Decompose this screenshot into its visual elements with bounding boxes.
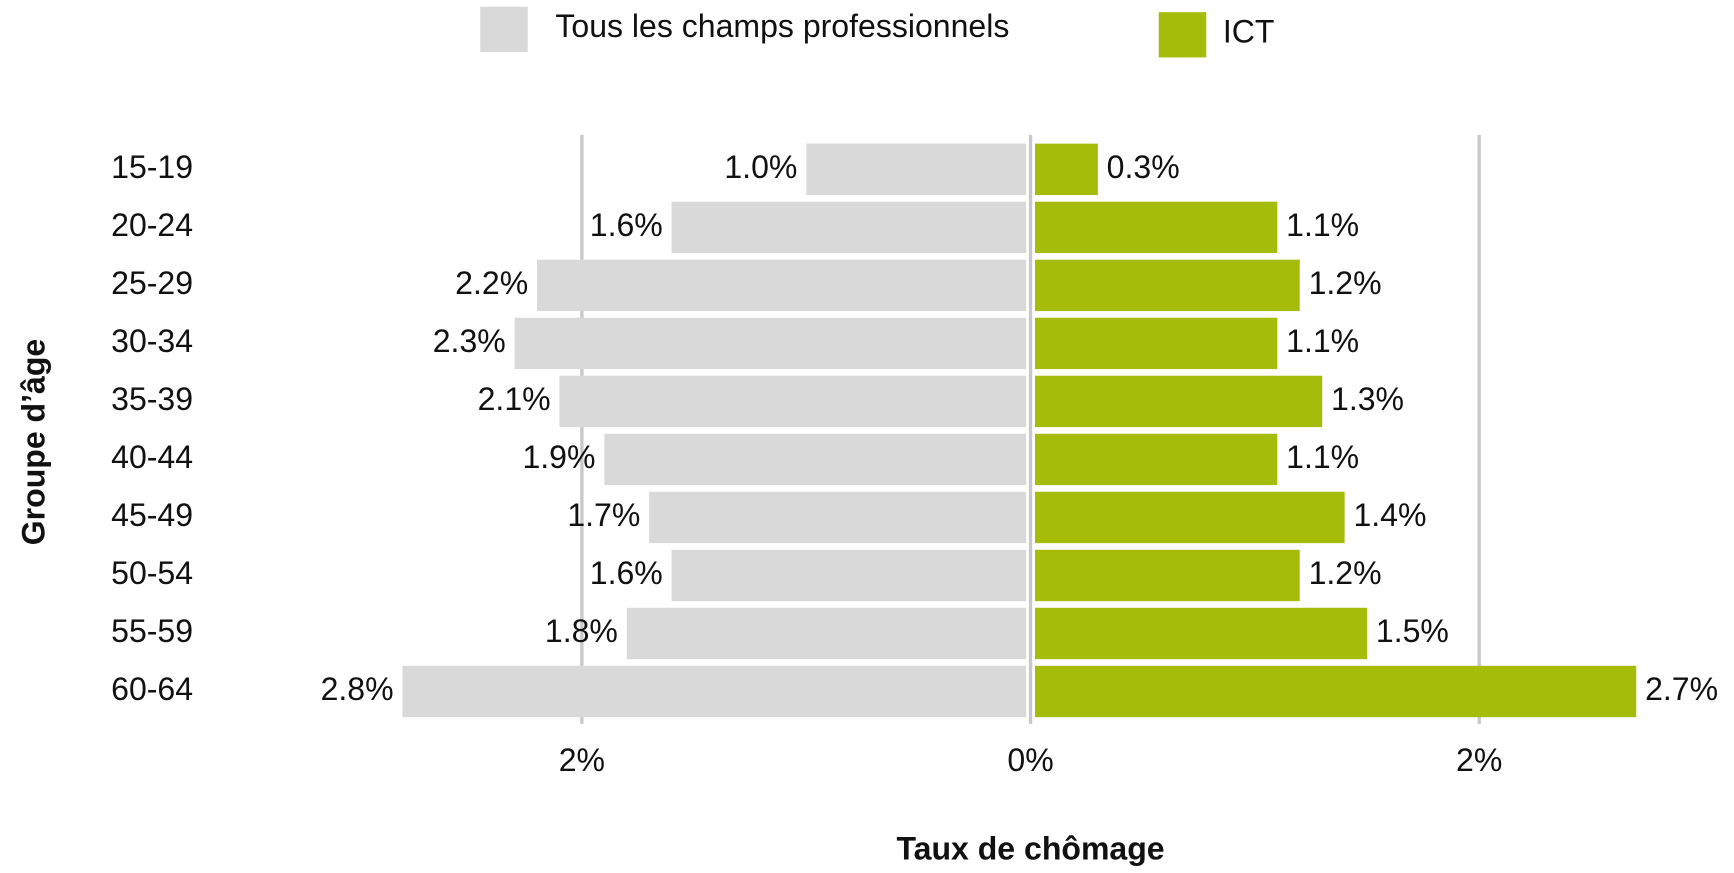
x-tick-label: 2% (559, 742, 605, 778)
value-label: 2.7% (1645, 671, 1718, 707)
legend-label: Tous les champs professionnels (555, 8, 1009, 44)
y-tick-label: 45-49 (111, 497, 193, 533)
value-label: 1.2% (1309, 265, 1382, 301)
value-label: 1.6% (590, 555, 663, 591)
bar (671, 549, 1027, 602)
y-tick-label: 20-24 (111, 207, 193, 243)
value-label: 1.9% (522, 439, 595, 475)
y-tick-label: 50-54 (111, 555, 193, 591)
bar (1034, 607, 1368, 660)
x-tick-label: 0% (1007, 742, 1053, 778)
value-label: 2.8% (321, 671, 394, 707)
y-tick-label: 25-29 (111, 265, 193, 301)
bar (537, 259, 1027, 312)
legend-swatch (1158, 12, 1207, 58)
bar (1034, 491, 1345, 544)
value-label: 1.8% (545, 613, 618, 649)
y-tick-label: 40-44 (111, 439, 193, 475)
value-label: 1.0% (724, 149, 797, 185)
bar (1034, 549, 1300, 602)
bar (559, 375, 1027, 428)
y-tick-label: 15-19 (111, 149, 193, 185)
y-tick-label: 35-39 (111, 381, 193, 417)
bar (1034, 143, 1098, 196)
value-label: 1.3% (1331, 381, 1404, 417)
value-label: 1.2% (1309, 555, 1382, 591)
legend-label: ICT (1223, 14, 1275, 50)
value-label: 1.4% (1353, 497, 1426, 533)
x-axis-title: Taux de chômage (896, 830, 1164, 866)
value-label: 1.5% (1376, 613, 1449, 649)
bar (1034, 259, 1300, 312)
y-tick-label: 55-59 (111, 613, 193, 649)
value-label: 0.3% (1107, 149, 1180, 185)
value-label: 2.2% (455, 265, 528, 301)
bar (514, 317, 1027, 370)
bar (626, 607, 1027, 660)
bar (806, 143, 1027, 196)
bar (671, 201, 1027, 254)
y-tick-label: 60-64 (111, 671, 193, 707)
value-label: 1.1% (1286, 439, 1359, 475)
legend-swatch (480, 6, 528, 52)
value-label: 1.1% (1286, 207, 1359, 243)
y-tick-label: 30-34 (111, 323, 193, 359)
bar (1034, 201, 1278, 254)
bar (604, 433, 1027, 486)
bar (1034, 317, 1278, 370)
value-label: 2.3% (433, 323, 506, 359)
bar (402, 665, 1027, 718)
y-axis-title: Groupe d’âge (15, 339, 51, 545)
value-label: 1.7% (567, 497, 640, 533)
bar (1034, 433, 1278, 486)
bar (649, 491, 1027, 544)
value-label: 1.1% (1286, 323, 1359, 359)
bar (1034, 665, 1637, 718)
value-label: 1.6% (590, 207, 663, 243)
bar (1034, 375, 1323, 428)
x-tick-label: 2% (1456, 742, 1502, 778)
value-label: 2.1% (478, 381, 551, 417)
